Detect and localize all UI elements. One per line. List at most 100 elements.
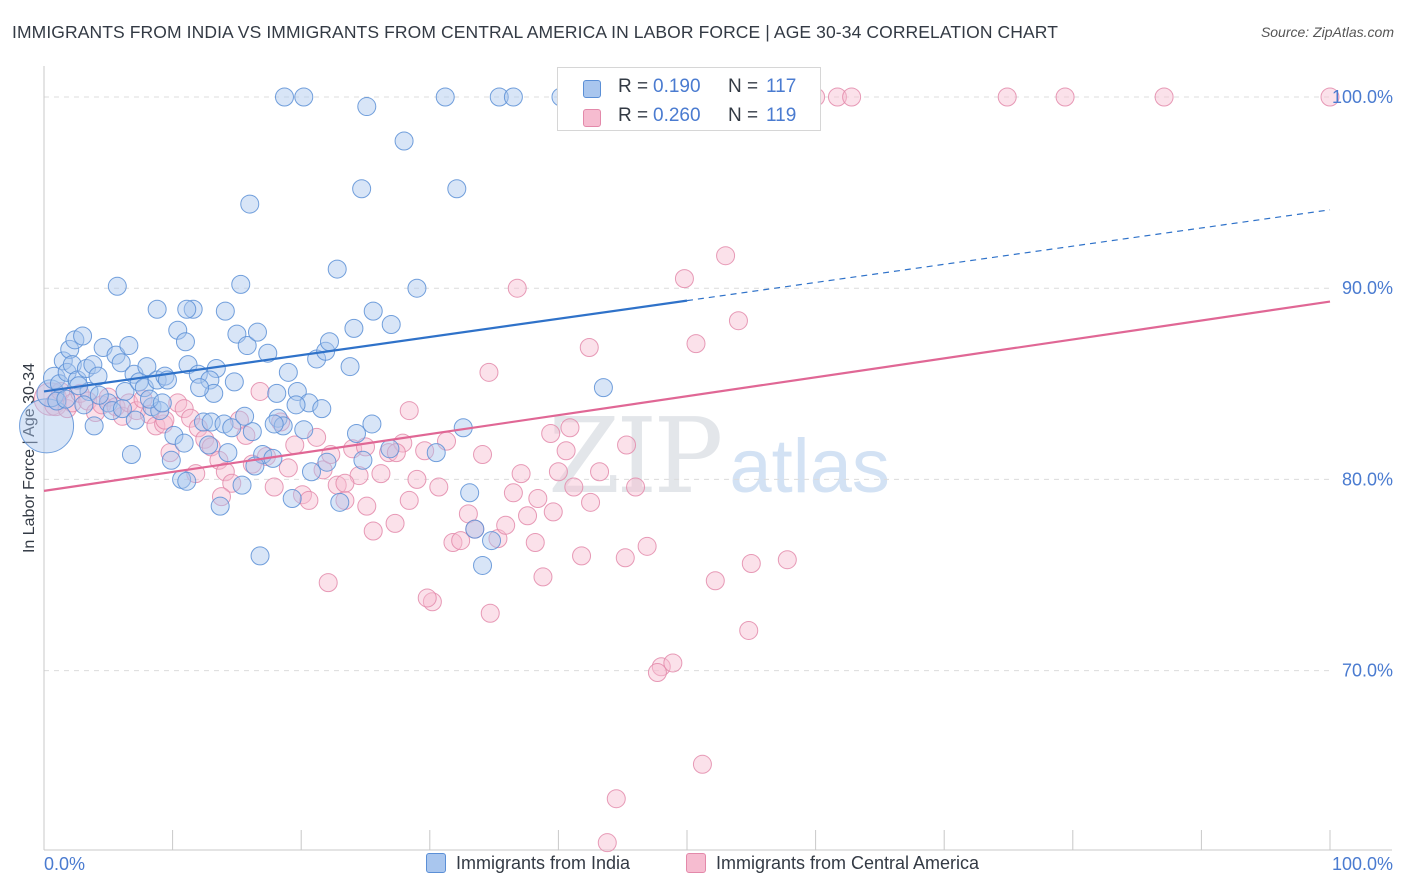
point-central-america xyxy=(511,464,531,484)
point-india xyxy=(19,398,75,454)
point-india xyxy=(394,131,414,151)
point-india xyxy=(164,425,184,445)
point-central-america xyxy=(78,391,98,411)
point-india xyxy=(190,378,210,398)
point-india xyxy=(352,179,372,199)
n-label: N = xyxy=(728,76,759,97)
point-india xyxy=(218,443,238,463)
point-central-america xyxy=(363,521,383,541)
point-central-america xyxy=(579,337,599,357)
point-central-america xyxy=(299,490,319,510)
point-central-america xyxy=(647,663,667,683)
point-india xyxy=(482,531,502,551)
point-central-america xyxy=(581,492,601,512)
point-india xyxy=(489,87,509,107)
point-india xyxy=(380,439,400,459)
point-india xyxy=(264,414,284,434)
point-central-america xyxy=(663,653,683,673)
point-central-america xyxy=(728,311,748,331)
trend-line-india xyxy=(43,299,688,393)
point-central-america xyxy=(264,477,284,497)
trend-line-central-america xyxy=(43,300,1331,492)
point-india xyxy=(121,445,141,465)
point-central-america xyxy=(479,362,499,382)
source-label: Source: ZipAtlas.com xyxy=(1260,24,1394,40)
point-india xyxy=(282,489,302,509)
legend-swatch-central-america xyxy=(583,109,601,127)
legend-row-india: R = 0.190 N = 117 xyxy=(558,72,820,102)
point-central-america xyxy=(335,473,355,493)
point-central-america xyxy=(626,477,646,497)
point-india xyxy=(42,366,66,390)
point-central-america xyxy=(597,833,617,853)
point-central-america xyxy=(528,489,548,509)
y-tick-label: 100.0% xyxy=(1332,87,1393,107)
point-central-america xyxy=(451,531,471,551)
point-india xyxy=(235,406,255,426)
point-india xyxy=(222,418,242,438)
point-central-america xyxy=(1055,87,1075,107)
point-central-america xyxy=(651,657,671,677)
point-central-america xyxy=(543,502,563,522)
point-central-america xyxy=(496,515,516,535)
point-india xyxy=(447,179,467,199)
point-central-america xyxy=(174,399,194,419)
point-india xyxy=(161,450,181,470)
point-india xyxy=(125,410,145,430)
point-central-america xyxy=(842,87,862,107)
correlation-legend: R = 0.190 N = 117 R = 0.260 N = 119 xyxy=(557,67,821,131)
axes xyxy=(43,66,1392,851)
r-value: 0.190 xyxy=(653,76,701,97)
point-india xyxy=(56,389,76,409)
chart-title: IMMIGRANTS FROM INDIA VS IMMIGRANTS FROM… xyxy=(12,22,1058,42)
point-india xyxy=(231,274,251,294)
point-central-america xyxy=(188,418,208,438)
point-central-america xyxy=(278,458,298,478)
point-central-america xyxy=(215,462,235,482)
r-label: R = xyxy=(618,76,649,97)
point-central-america xyxy=(399,490,419,510)
point-india xyxy=(224,372,244,392)
point-central-america xyxy=(617,435,637,455)
point-central-america xyxy=(827,87,847,107)
point-central-america xyxy=(997,87,1017,107)
point-central-america xyxy=(385,513,405,533)
point-central-america xyxy=(1320,87,1340,107)
point-india xyxy=(426,443,446,463)
point-central-america xyxy=(318,573,338,593)
point-india xyxy=(152,393,172,413)
point-india xyxy=(294,420,314,440)
r-value: 0.260 xyxy=(653,105,701,126)
point-india xyxy=(177,299,197,319)
point-india xyxy=(232,475,252,495)
point-central-america xyxy=(415,441,435,461)
point-central-america xyxy=(739,620,759,640)
legend-swatch-india xyxy=(426,853,446,873)
x-tick-label: 0.0% xyxy=(44,854,85,874)
legend-row-central-america: R = 0.260 N = 119 xyxy=(558,101,820,131)
point-india xyxy=(353,450,373,470)
point-india xyxy=(473,555,493,575)
point-india xyxy=(112,399,132,419)
point-central-america xyxy=(525,532,545,552)
point-central-america xyxy=(777,550,797,570)
trend-lines xyxy=(43,209,1331,492)
point-india xyxy=(178,355,198,375)
point-india xyxy=(111,353,131,373)
point-central-america xyxy=(518,506,538,526)
point-india xyxy=(89,385,109,405)
point-central-america xyxy=(429,477,449,497)
point-central-america xyxy=(211,487,231,507)
point-central-america xyxy=(399,401,419,421)
point-central-america xyxy=(615,548,635,568)
point-central-america xyxy=(556,441,576,461)
point-india xyxy=(62,355,82,375)
point-india xyxy=(278,362,298,382)
point-central-america xyxy=(146,416,166,436)
point-india xyxy=(210,496,230,516)
n-label: N = xyxy=(728,105,759,126)
point-india xyxy=(83,355,103,375)
point-india xyxy=(312,399,332,419)
point-central-america xyxy=(443,532,463,552)
point-india xyxy=(175,332,195,352)
